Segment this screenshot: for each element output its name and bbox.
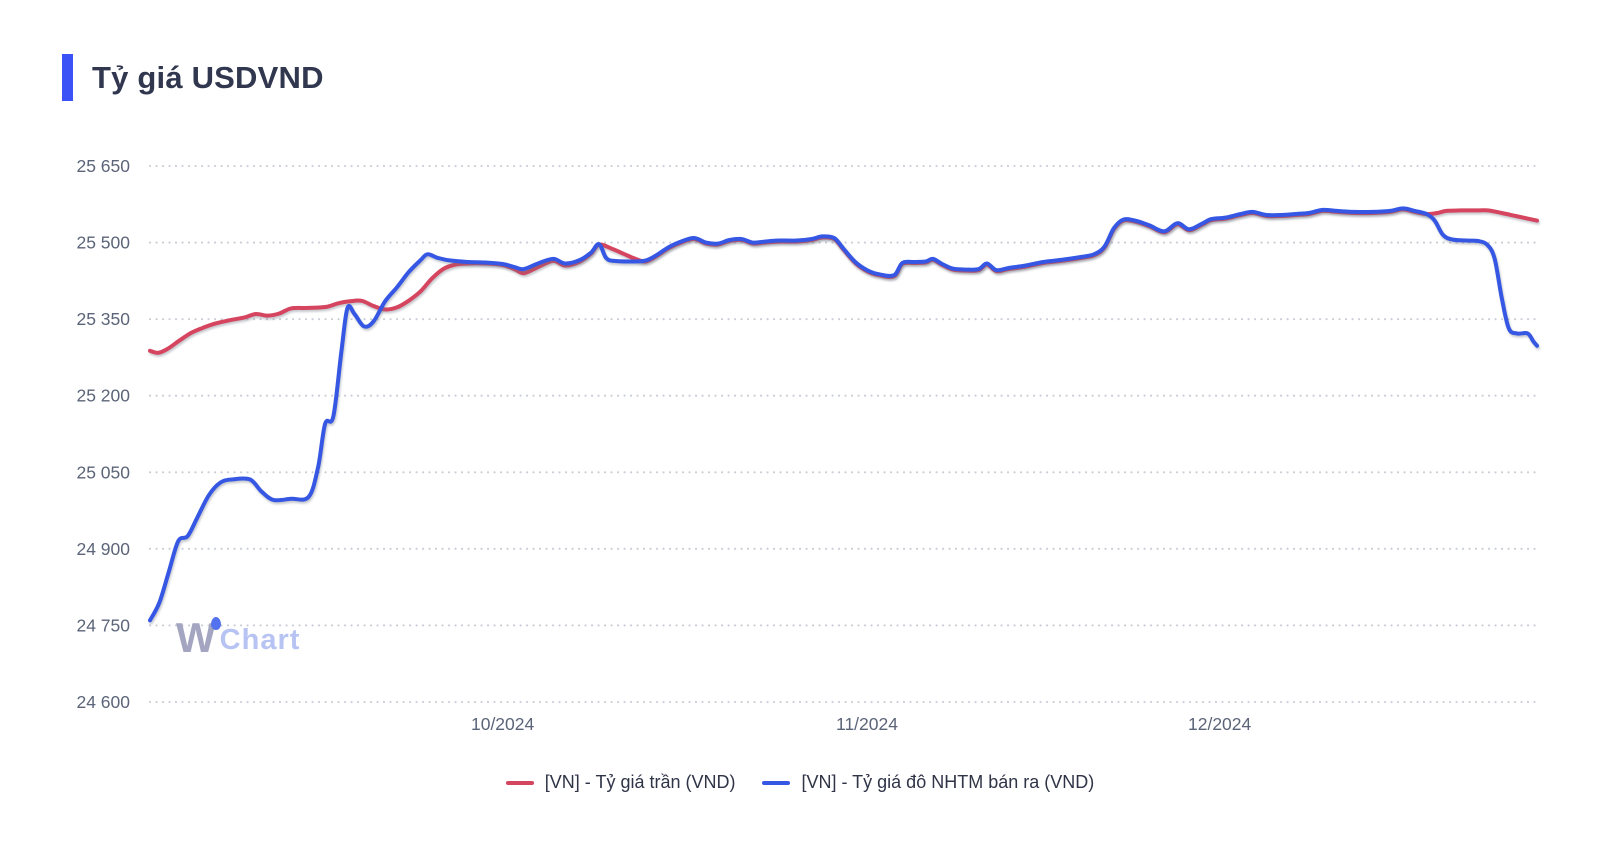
y-tick-label: 25 500 [76, 233, 130, 253]
y-tick-label: 25 650 [76, 156, 130, 176]
x-tick-label: 10/2024 [471, 714, 535, 734]
y-tick-label: 25 200 [76, 386, 130, 406]
chart-legend: [VN] - Tỷ giá trần (VND) [VN] - Tỷ giá đ… [0, 772, 1600, 793]
legend-dash-red-icon [505, 780, 534, 785]
legend-label-ty-gia-tran: [VN] - Tỷ giá trần (VND) [544, 772, 736, 792]
legend-item-ty-gia-tran[interactable]: [VN] - Tỷ giá trần (VND) [505, 772, 736, 793]
series-line-ty-gia-do-nhtm-ban-ra [148, 206, 1539, 623]
title-accent-bar [62, 54, 73, 101]
y-tick-label: 24 900 [76, 539, 130, 559]
x-tick-label: 12/2024 [1188, 714, 1252, 734]
y-tick-label: 24 600 [76, 692, 130, 712]
legend-item-ty-gia-do-nhtm-ban-ra[interactable]: [VN] - Tỷ giá đô NHTM bán ra (VND) [762, 772, 1094, 793]
chart-header: Tỷ giá USDVND [62, 54, 324, 101]
y-tick-label: 25 050 [76, 462, 130, 482]
chart-title: Tỷ giá USDVND [92, 59, 324, 95]
legend-dash-blue-icon [762, 780, 791, 785]
y-tick-label: 25 350 [76, 309, 130, 329]
usdvnd-line-chart[interactable]: 25 650 25 500 25 350 25 200 25 050 24 900 24 7… [0, 140, 1600, 760]
x-tick-label: 11/2024 [836, 714, 898, 734]
y-tick-label: 24 750 [76, 615, 130, 635]
series-line-ty-gia-tran [148, 207, 1539, 355]
legend-label-ty-gia-do-nhtm-ban-ra: [VN] - Tỷ giá đô NHTM bán ra (VND) [801, 772, 1095, 792]
